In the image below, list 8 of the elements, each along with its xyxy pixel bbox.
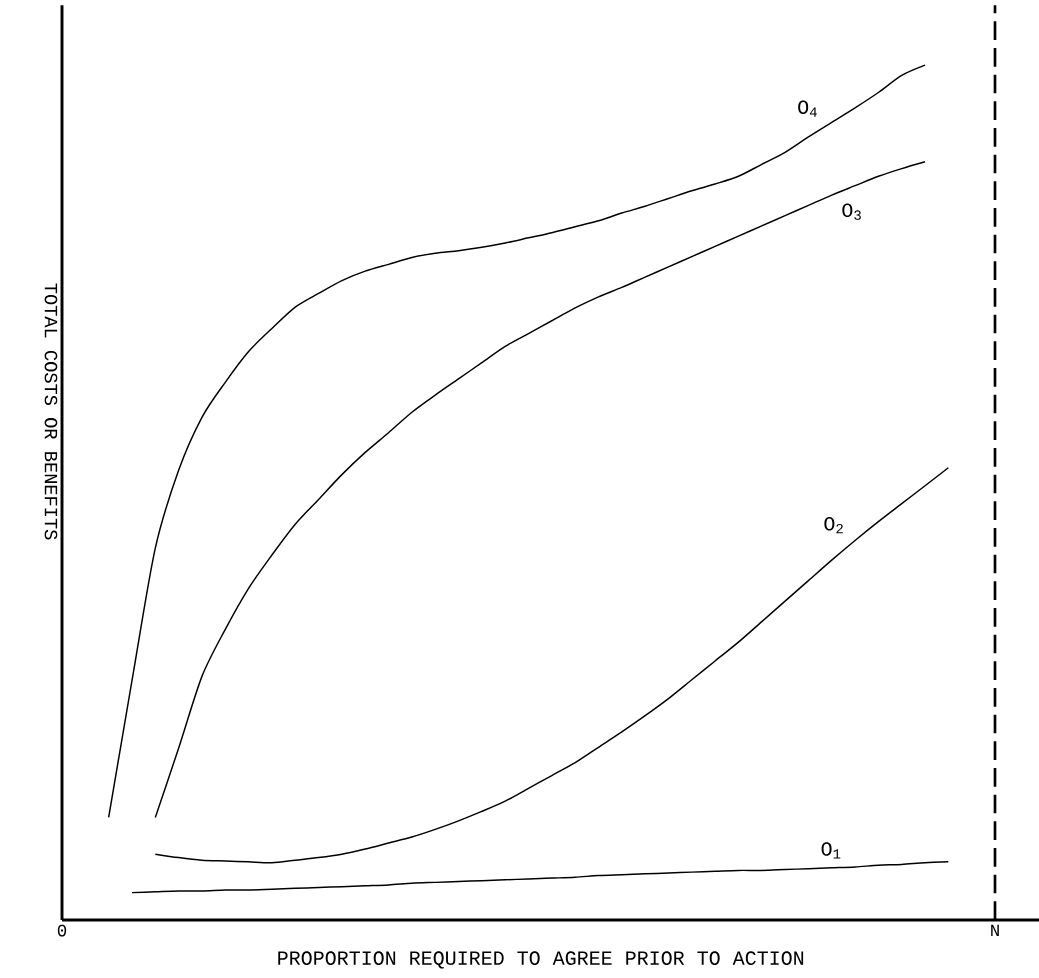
series-label: O$_{3}$	[842, 203, 861, 220]
x-tick-label: 0	[57, 924, 67, 937]
series-label: O$_{1}$	[821, 842, 841, 859]
series-label: O$_{4}$	[798, 100, 817, 117]
x-tick-label: N	[991, 924, 999, 937]
series-label: O$_{2}$	[824, 517, 843, 534]
y-axis-title: TOTAL COSTS OR BENEFITS	[44, 283, 58, 540]
x-axis-title: PROPORTION REQUIRED TO AGREE PRIOR TO ACTION	[278, 951, 804, 969]
